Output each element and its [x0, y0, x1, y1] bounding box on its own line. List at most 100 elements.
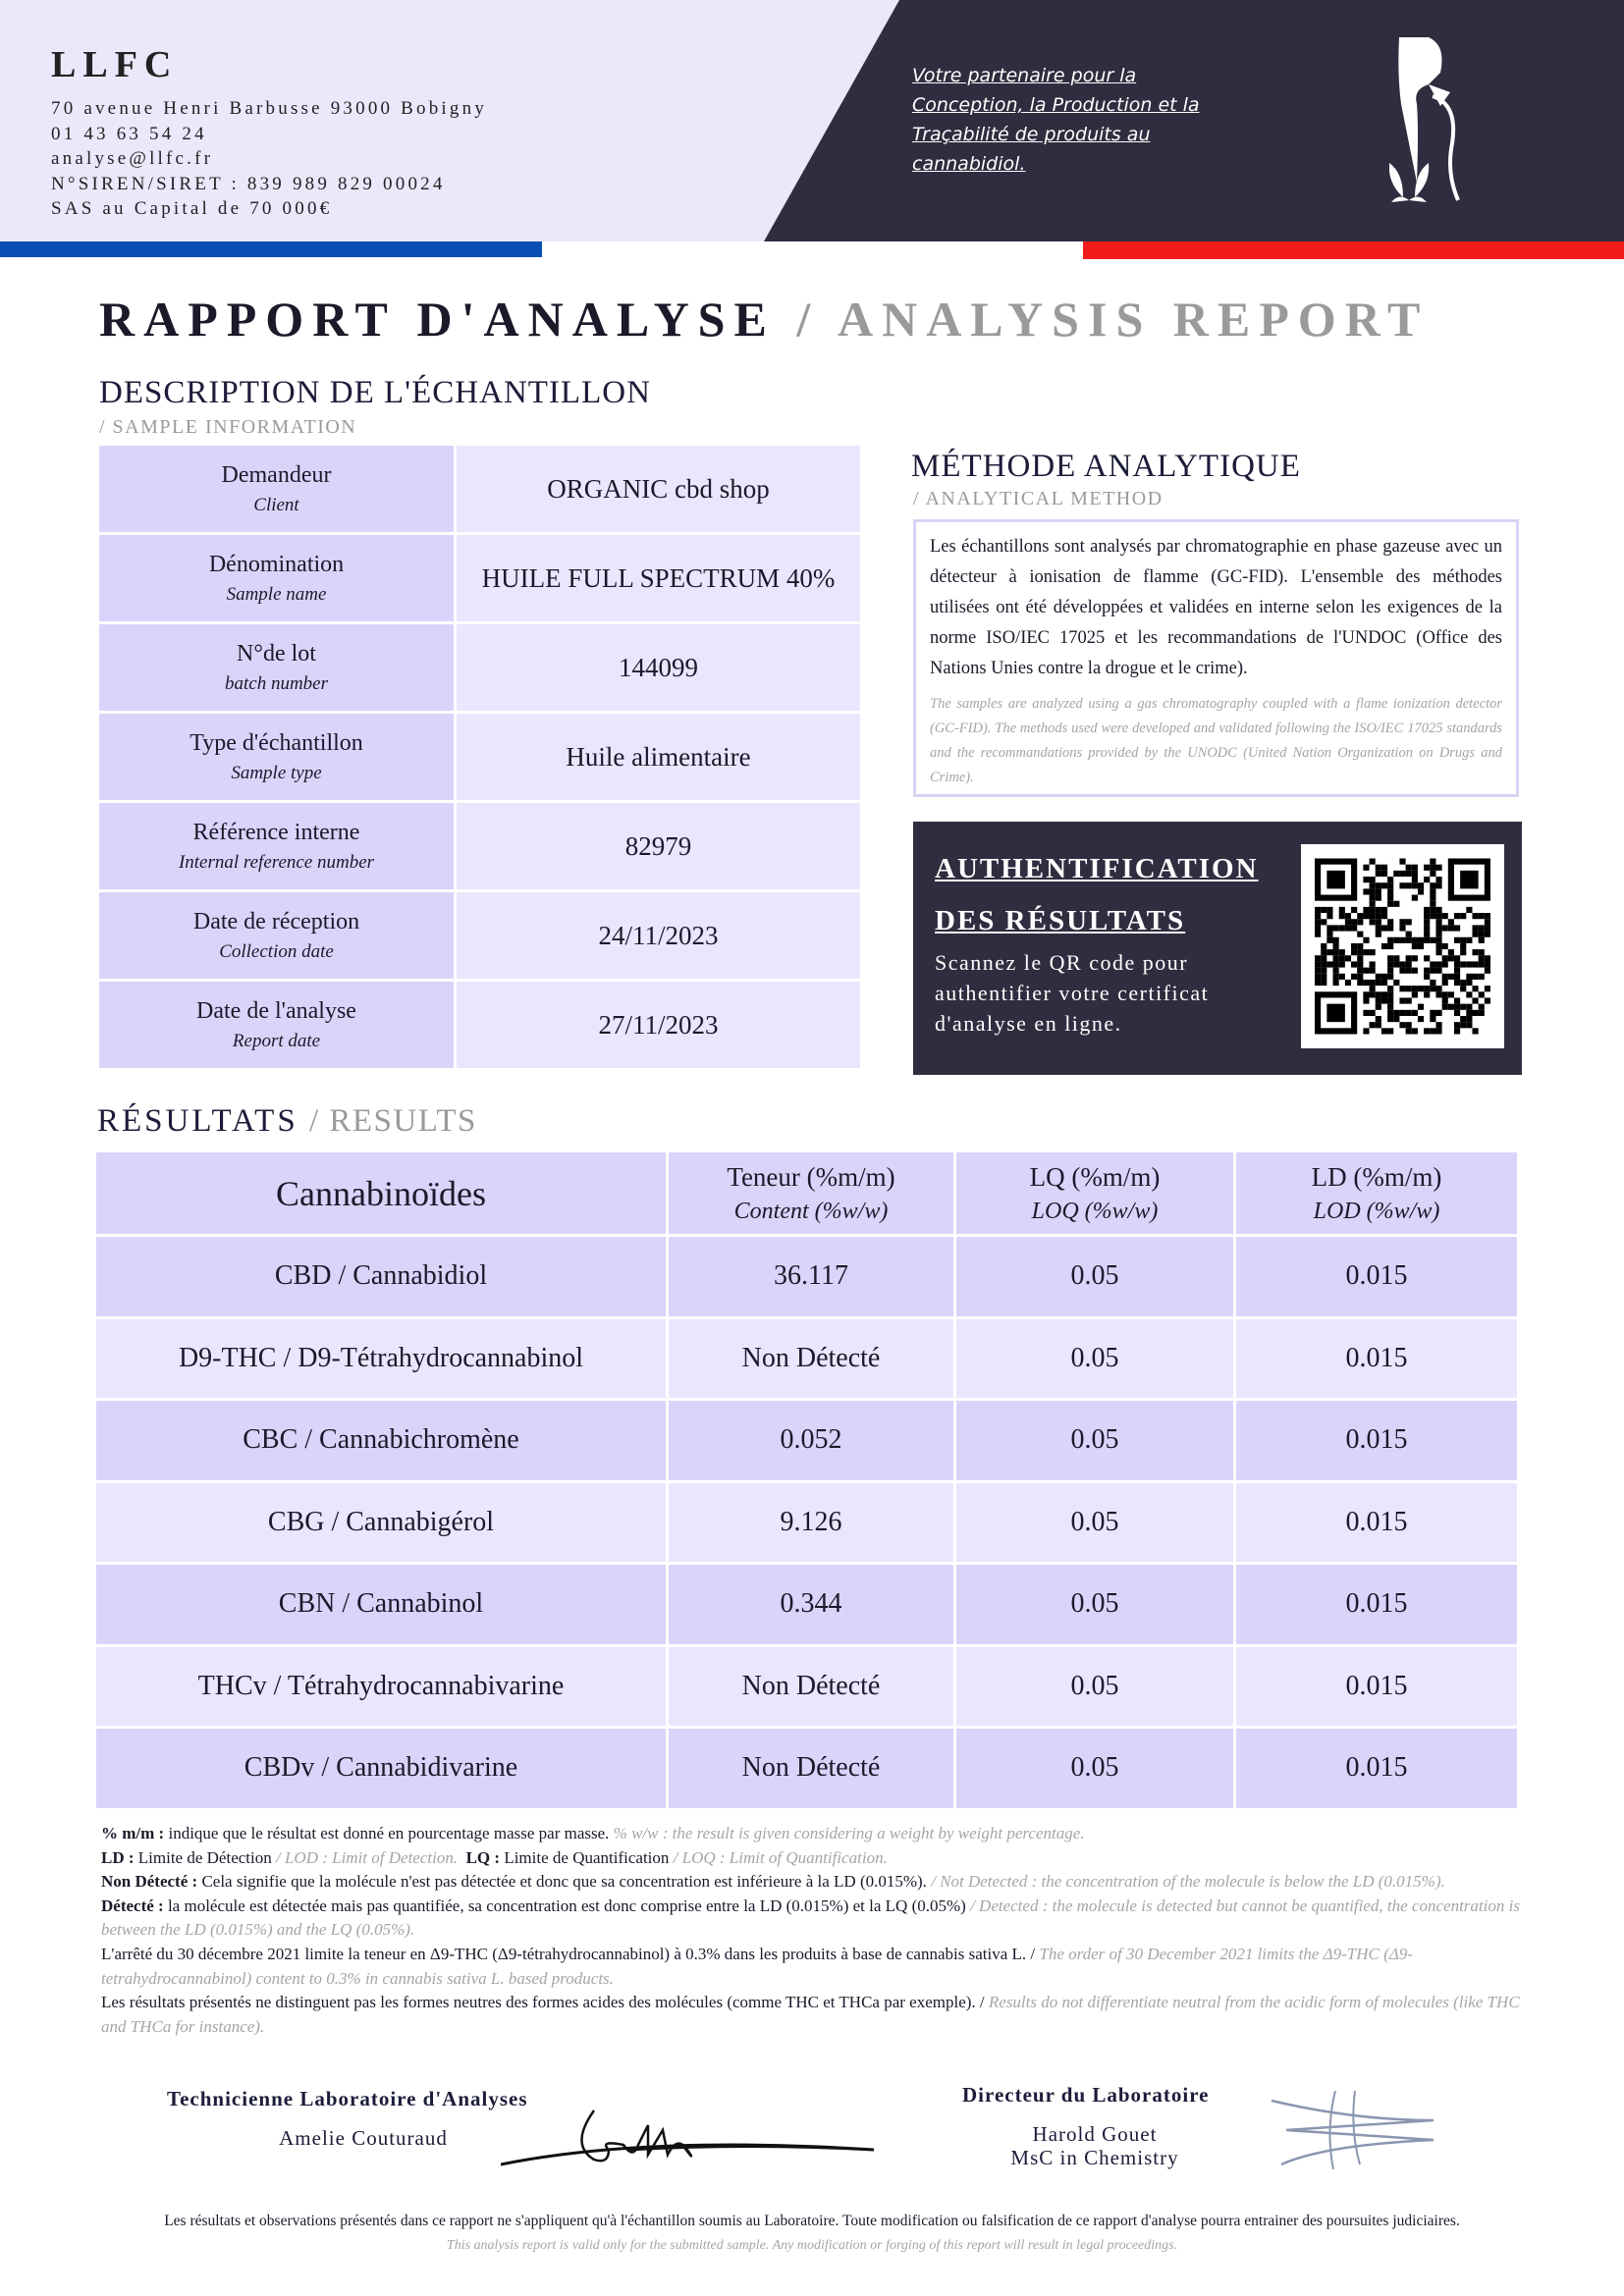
footnote-en: / Detected : the molecule is detected bu…: [101, 1896, 1520, 1940]
sample-value: Huile alimentaire: [457, 714, 863, 803]
footnote-term: LD :: [101, 1847, 135, 1867]
result-row: THCv / Tétrahydrocannabivarine Non Détect…: [96, 1646, 1520, 1729]
result-name: CBDv / Cannabidivarine: [96, 1729, 669, 1811]
results-table: Cannabinoïdes Teneur (%m/m) Content (%w/w…: [96, 1152, 1520, 1811]
footnotes: % m/m : indique que le résultat est donn…: [101, 1822, 1525, 2039]
sample-value: 24/11/2023: [457, 892, 863, 982]
company-name: LLFC: [51, 44, 179, 85]
auth-description: Scannez le QR code pour authentifier vot…: [935, 950, 1210, 1036]
technician-signature-icon: [501, 2109, 874, 2166]
footnote-fr: indique que le résultat est donné en pou…: [164, 1824, 614, 1842]
results-heading: RÉSULTATS / RESULTS: [97, 1103, 477, 1140]
company-phone: 01 43 63 54 24: [51, 123, 207, 144]
report-title-separator: /: [775, 292, 838, 347]
sample-label-en: Sample name: [226, 583, 327, 605]
auth-title: AUTHENTIFICATION DES RÉSULTATS: [935, 843, 1259, 947]
result-content: 9.126: [669, 1482, 956, 1565]
result-lod: 0.015: [1236, 1401, 1520, 1483]
footnote: % m/m : indique que le résultat est donn…: [101, 1822, 1525, 1846]
sample-label-cell: Dénomination Sample name: [99, 535, 457, 624]
footnote-en: The order of 30 December 2021 limits the…: [101, 1944, 1413, 1988]
method-box: Les échantillons sont analysés par chrom…: [913, 519, 1519, 797]
technician-name: Amelie Couturaud: [279, 2126, 448, 2150]
result-content: 0.344: [669, 1565, 956, 1647]
sample-label: N°de lot: [237, 640, 316, 667]
company-capital: SAS au Capital de 70 000€: [51, 198, 333, 219]
footer-disclaimer-en: This analysis report is valid only for t…: [446, 2238, 1178, 2253]
sample-value: ORGANIC cbd shop: [457, 446, 863, 535]
director-signature-icon: [1271, 2091, 1435, 2170]
sample-label-en: Client: [253, 494, 299, 515]
auth-title-line2: DES RÉSULTATS: [935, 905, 1186, 936]
result-name: D9-THC / D9-Tétrahydrocannabinol: [96, 1318, 669, 1401]
footnote: Détecté : la molécule est détectée mais …: [101, 1895, 1525, 1943]
director-title: Directeur du Laboratoire: [962, 2083, 1210, 2107]
sample-label-cell: Date de réception Collection date: [99, 892, 457, 982]
footnote-fr: Les résultats présentés ne distinguent p…: [101, 1993, 985, 2012]
sample-label-en: batch number: [224, 672, 328, 694]
result-lod: 0.015: [1236, 1646, 1520, 1729]
sample-label-en: Collection date: [219, 940, 334, 962]
sample-value: 27/11/2023: [457, 982, 863, 1071]
rooster-leaf-logo-icon: [1389, 37, 1460, 202]
sample-label-en: Report date: [232, 1030, 321, 1051]
result-row: CBDv / Cannabidivarine Non Détecté 0.05 0.0…: [96, 1729, 1520, 1811]
footnote-en: / Not Detected : the concentration of th…: [926, 1872, 1445, 1892]
footer-disclaimer-fr: Les résultats et observations présentés …: [164, 2213, 1460, 2229]
qr-code-icon: [1315, 858, 1490, 1035]
sample-row: Demandeur Client ORGANIC cbd shop: [99, 446, 863, 535]
method-text-en: The samples are analyzed using a gas chr…: [930, 696, 1502, 785]
flag-stripe-blue: [0, 241, 542, 257]
col-header-label: LD (%m/m): [1311, 1161, 1442, 1192]
result-content: 36.117: [669, 1237, 956, 1319]
sample-label-en: Internal reference number: [178, 851, 375, 873]
result-lod: 0.015: [1236, 1565, 1520, 1647]
sample-heading: DESCRIPTION DE L'ÉCHANTILLON: [99, 375, 651, 410]
director-degree: MsC in Chemistry: [1010, 2146, 1179, 2169]
technician-title: Technicienne Laboratoire d'Analyses: [167, 2087, 528, 2110]
sample-label-cell: Date de l'analyse Report date: [99, 982, 457, 1071]
report-title-fr: RAPPORT D'ANALYSE: [99, 292, 776, 347]
result-loq: 0.05: [956, 1482, 1236, 1565]
qr-code[interactable]: [1301, 844, 1504, 1048]
result-lod: 0.015: [1236, 1237, 1520, 1319]
flag-stripe-red: [1083, 241, 1624, 259]
sample-row: N°de lot batch number 144099: [99, 624, 863, 714]
sample-label: Type d'échantillon: [189, 729, 363, 756]
footnote-fr: Cela signifie que la molécule n'est pas …: [197, 1872, 927, 1892]
sample-label-cell: Demandeur Client: [99, 446, 457, 535]
footnote-en: Results do not differentiate neutral fro…: [101, 1993, 1520, 2036]
results-heading-fr: RÉSULTATS: [97, 1103, 298, 1139]
footer: Les résultats et observations présentés …: [0, 2213, 1624, 2254]
result-loq: 0.05: [956, 1565, 1236, 1647]
sample-info-table: Demandeur Client ORGANIC cbd shop Dénominat…: [99, 446, 863, 1071]
result-lod: 0.015: [1236, 1729, 1520, 1811]
footnote: LD : Limite de Détection / LOD : Limit o…: [101, 1846, 1525, 1871]
sample-label: Date de réception: [192, 908, 360, 934]
sample-row: Type d'échantillon Sample type Huile alime…: [99, 714, 863, 803]
footnote-fr: L'arrêté du 30 décembre 2021 limite la t…: [101, 1944, 1036, 1963]
result-content: 0.052: [669, 1401, 956, 1483]
report-title-en: ANALYSIS REPORT: [837, 292, 1430, 347]
footnote-en: / LOQ : Limit of Quantification.: [669, 1847, 888, 1867]
company-email: analyse@llfc.fr: [51, 148, 214, 169]
company-info: LLFC 70 avenue Henri Barbusse 93000 Bobi…: [51, 43, 487, 222]
method-subheading: / ANALYTICAL METHOD: [913, 488, 1164, 509]
result-row: D9-THC / D9-Tétrahydrocannabinol Non Déte…: [96, 1318, 1520, 1401]
sample-label: Date de l'analyse: [196, 997, 356, 1024]
sample-row: Date de réception Collection date 24/11/20…: [99, 892, 863, 982]
result-content: Non Détecté: [669, 1318, 956, 1401]
col-header-sublabel: LOD (%w/w): [1313, 1198, 1440, 1224]
results-heading-en: / RESULTS: [308, 1103, 477, 1139]
company-tagline: Votre partenaire pour la Conception, la …: [912, 65, 1200, 175]
result-loq: 0.05: [956, 1318, 1236, 1401]
footnote-fr: Limite de Détection: [134, 1847, 272, 1867]
footnote-en: / LOD : Limit of Detection.: [271, 1847, 459, 1867]
col-header-sublabel: LOQ (%w/w): [1031, 1198, 1159, 1224]
footnote: Les résultats présentés ne distinguent p…: [101, 1991, 1525, 2039]
col-header-label: Teneur (%m/m): [727, 1161, 895, 1192]
col-header-lod: LD (%m/m) LOD (%w/w): [1236, 1152, 1520, 1237]
result-content: Non Détecté: [669, 1729, 956, 1811]
method-text-fr: Les échantillons sont analysés par chrom…: [930, 537, 1502, 678]
director-name: Harold Gouet: [1032, 2122, 1158, 2146]
